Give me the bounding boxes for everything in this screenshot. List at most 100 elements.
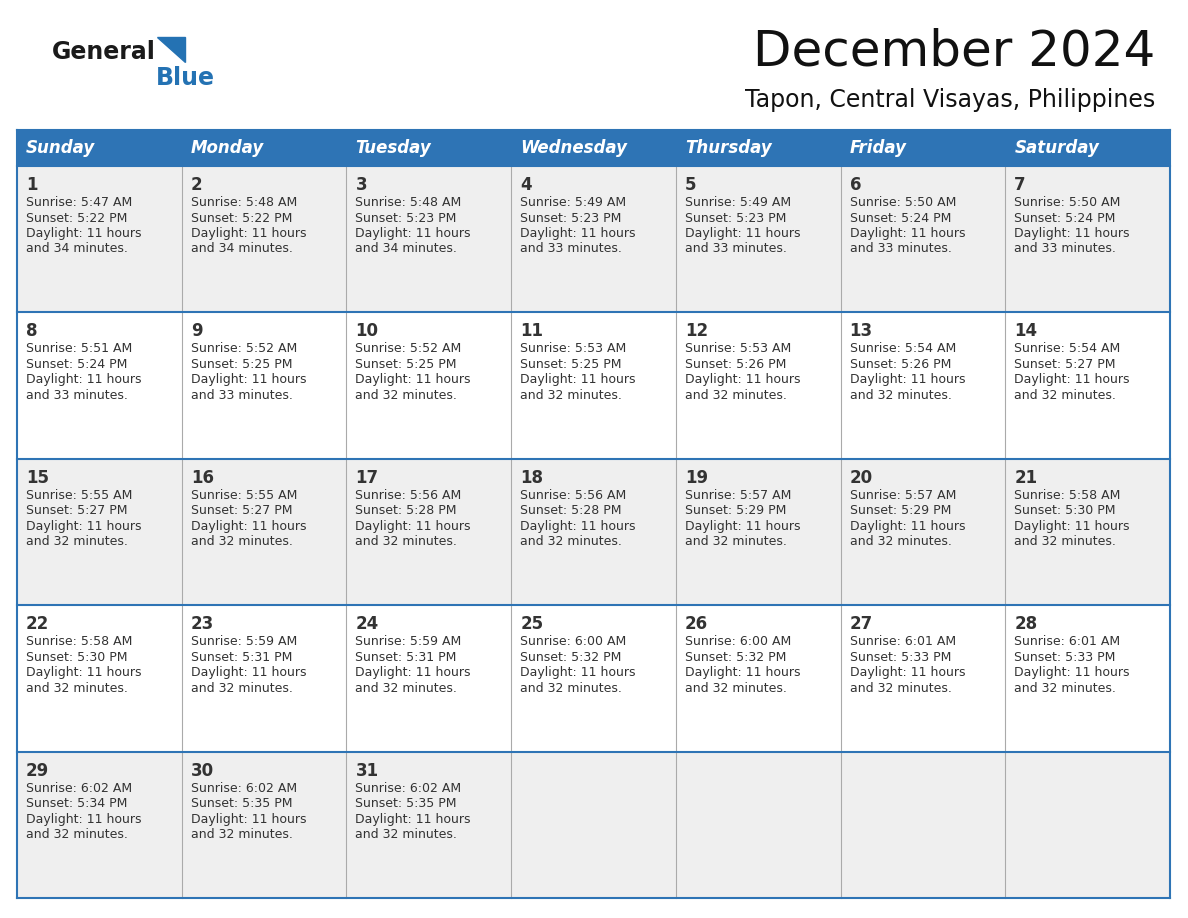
Bar <box>676 166 841 312</box>
Text: Sunset: 5:24 PM: Sunset: 5:24 PM <box>1015 211 1116 225</box>
Text: Daylight: 11 hours: Daylight: 11 hours <box>191 812 307 825</box>
Text: and 32 minutes.: and 32 minutes. <box>191 682 292 695</box>
Text: Daylight: 11 hours: Daylight: 11 hours <box>355 520 470 532</box>
Text: and 34 minutes.: and 34 minutes. <box>26 242 128 255</box>
Text: Sunrise: 5:48 AM: Sunrise: 5:48 AM <box>191 196 297 209</box>
Text: Sunset: 5:24 PM: Sunset: 5:24 PM <box>26 358 127 371</box>
Text: 23: 23 <box>191 615 214 633</box>
Bar <box>347 605 511 752</box>
Text: Daylight: 11 hours: Daylight: 11 hours <box>191 227 307 240</box>
Text: and 32 minutes.: and 32 minutes. <box>520 682 623 695</box>
Text: and 32 minutes.: and 32 minutes. <box>684 389 786 402</box>
Text: Daylight: 11 hours: Daylight: 11 hours <box>1015 374 1130 386</box>
Text: Sunset: 5:22 PM: Sunset: 5:22 PM <box>26 211 127 225</box>
Text: 2: 2 <box>191 176 202 194</box>
Text: 25: 25 <box>520 615 543 633</box>
Text: 10: 10 <box>355 322 379 341</box>
Text: and 32 minutes.: and 32 minutes. <box>355 682 457 695</box>
Bar <box>1005 752 1170 898</box>
Text: Daylight: 11 hours: Daylight: 11 hours <box>26 374 141 386</box>
Text: and 33 minutes.: and 33 minutes. <box>26 389 128 402</box>
Bar <box>511 605 676 752</box>
Text: Sunrise: 6:02 AM: Sunrise: 6:02 AM <box>191 781 297 795</box>
Text: Thursday: Thursday <box>684 139 772 157</box>
Bar <box>182 752 347 898</box>
Text: Tapon, Central Visayas, Philippines: Tapon, Central Visayas, Philippines <box>745 88 1155 112</box>
Text: Sunrise: 5:50 AM: Sunrise: 5:50 AM <box>1015 196 1120 209</box>
Text: 9: 9 <box>191 322 202 341</box>
Text: 29: 29 <box>26 762 49 779</box>
Bar <box>182 312 347 459</box>
Text: Sunrise: 6:02 AM: Sunrise: 6:02 AM <box>26 781 132 795</box>
Bar <box>841 166 1005 312</box>
Text: Sunset: 5:32 PM: Sunset: 5:32 PM <box>684 651 786 664</box>
Text: Sunset: 5:35 PM: Sunset: 5:35 PM <box>191 797 292 810</box>
Text: and 32 minutes.: and 32 minutes. <box>849 389 952 402</box>
Text: 6: 6 <box>849 176 861 194</box>
Text: and 32 minutes.: and 32 minutes. <box>1015 389 1117 402</box>
Text: 13: 13 <box>849 322 873 341</box>
Text: Daylight: 11 hours: Daylight: 11 hours <box>191 520 307 532</box>
Text: Sunrise: 5:55 AM: Sunrise: 5:55 AM <box>26 488 132 502</box>
Text: December 2024: December 2024 <box>753 28 1155 76</box>
Text: Sunrise: 5:56 AM: Sunrise: 5:56 AM <box>520 488 626 502</box>
Text: Sunrise: 5:52 AM: Sunrise: 5:52 AM <box>355 342 462 355</box>
Text: Sunset: 5:27 PM: Sunset: 5:27 PM <box>26 504 127 518</box>
Text: Sunset: 5:23 PM: Sunset: 5:23 PM <box>520 211 621 225</box>
Text: Sunrise: 6:00 AM: Sunrise: 6:00 AM <box>520 635 626 648</box>
Text: Sunset: 5:29 PM: Sunset: 5:29 PM <box>684 504 786 518</box>
Text: Daylight: 11 hours: Daylight: 11 hours <box>849 227 965 240</box>
Text: 16: 16 <box>191 469 214 487</box>
Text: Sunrise: 5:54 AM: Sunrise: 5:54 AM <box>849 342 956 355</box>
Bar <box>17 312 182 459</box>
Text: Daylight: 11 hours: Daylight: 11 hours <box>684 374 801 386</box>
Bar <box>841 312 1005 459</box>
Text: Daylight: 11 hours: Daylight: 11 hours <box>1015 520 1130 532</box>
Text: Daylight: 11 hours: Daylight: 11 hours <box>520 227 636 240</box>
Text: and 32 minutes.: and 32 minutes. <box>520 389 623 402</box>
Text: 19: 19 <box>684 469 708 487</box>
Bar <box>511 312 676 459</box>
Bar <box>1005 459 1170 605</box>
Text: Daylight: 11 hours: Daylight: 11 hours <box>849 520 965 532</box>
Text: Daylight: 11 hours: Daylight: 11 hours <box>1015 227 1130 240</box>
Bar <box>1005 130 1170 166</box>
Text: Sunday: Sunday <box>26 139 95 157</box>
Bar <box>17 130 182 166</box>
Text: 7: 7 <box>1015 176 1026 194</box>
Text: Sunrise: 6:02 AM: Sunrise: 6:02 AM <box>355 781 462 795</box>
Text: Daylight: 11 hours: Daylight: 11 hours <box>26 812 141 825</box>
Text: Daylight: 11 hours: Daylight: 11 hours <box>520 520 636 532</box>
Bar <box>676 130 841 166</box>
Text: Sunset: 5:31 PM: Sunset: 5:31 PM <box>191 651 292 664</box>
Text: Sunset: 5:35 PM: Sunset: 5:35 PM <box>355 797 457 810</box>
Bar <box>676 312 841 459</box>
Text: 1: 1 <box>26 176 38 194</box>
Bar <box>182 166 347 312</box>
Bar <box>511 130 676 166</box>
Text: Sunset: 5:33 PM: Sunset: 5:33 PM <box>1015 651 1116 664</box>
Text: Sunset: 5:34 PM: Sunset: 5:34 PM <box>26 797 127 810</box>
Bar <box>1005 312 1170 459</box>
Text: 11: 11 <box>520 322 543 341</box>
Text: and 34 minutes.: and 34 minutes. <box>355 242 457 255</box>
Text: Daylight: 11 hours: Daylight: 11 hours <box>191 374 307 386</box>
Bar <box>347 130 511 166</box>
Text: and 32 minutes.: and 32 minutes. <box>849 535 952 548</box>
Bar <box>841 459 1005 605</box>
Text: Friday: Friday <box>849 139 906 157</box>
Text: and 32 minutes.: and 32 minutes. <box>191 535 292 548</box>
Text: Sunset: 5:28 PM: Sunset: 5:28 PM <box>520 504 621 518</box>
Text: Sunrise: 6:01 AM: Sunrise: 6:01 AM <box>849 635 955 648</box>
Text: 21: 21 <box>1015 469 1037 487</box>
Bar <box>347 459 511 605</box>
Text: 12: 12 <box>684 322 708 341</box>
Text: Daylight: 11 hours: Daylight: 11 hours <box>355 666 470 679</box>
Text: Sunset: 5:27 PM: Sunset: 5:27 PM <box>191 504 292 518</box>
Text: and 32 minutes.: and 32 minutes. <box>355 389 457 402</box>
Text: Sunset: 5:25 PM: Sunset: 5:25 PM <box>191 358 292 371</box>
Text: Daylight: 11 hours: Daylight: 11 hours <box>1015 666 1130 679</box>
Bar <box>841 752 1005 898</box>
Text: Sunrise: 5:52 AM: Sunrise: 5:52 AM <box>191 342 297 355</box>
Text: Sunrise: 5:51 AM: Sunrise: 5:51 AM <box>26 342 132 355</box>
